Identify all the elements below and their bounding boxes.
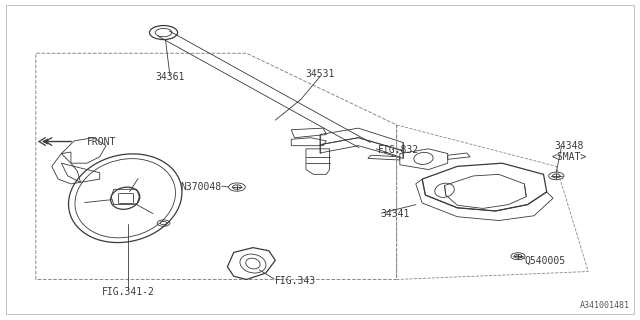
Text: FIG.341-2: FIG.341-2 xyxy=(102,287,155,297)
Text: FIG.832: FIG.832 xyxy=(378,146,419,156)
Text: 34361: 34361 xyxy=(156,72,184,82)
Text: 34531: 34531 xyxy=(305,69,335,79)
Text: Q540005: Q540005 xyxy=(524,255,566,265)
Text: <SMAT>: <SMAT> xyxy=(552,152,587,162)
Text: FRONT: FRONT xyxy=(87,138,116,148)
Text: A341001481: A341001481 xyxy=(580,301,630,310)
Text: FIG.343: FIG.343 xyxy=(275,276,316,286)
Text: N370048: N370048 xyxy=(180,182,221,192)
Text: 34341: 34341 xyxy=(381,209,410,219)
Text: 34348: 34348 xyxy=(554,141,584,151)
